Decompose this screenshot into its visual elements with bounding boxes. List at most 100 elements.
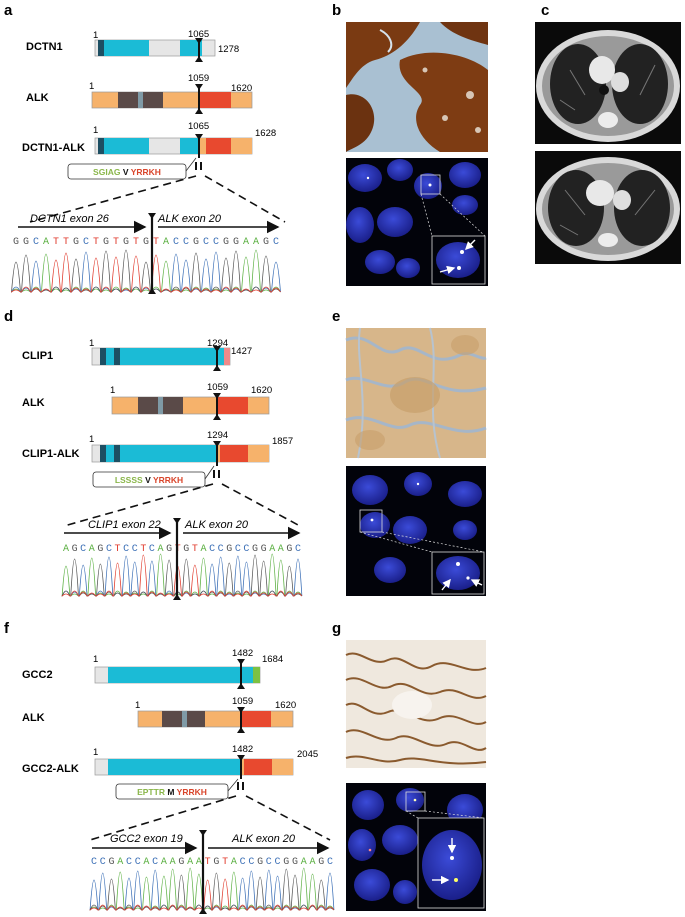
nucleotide-base: C (106, 544, 112, 555)
gene-end: 1628 (255, 128, 276, 139)
gene-start: 1 (93, 30, 98, 41)
nucleotide-base: G (257, 857, 263, 868)
nucleotide-base: G (143, 237, 149, 248)
chromatogram-trace (61, 553, 303, 597)
chromatogram-peak-trace (61, 554, 303, 597)
domain-bar-alk (91, 91, 253, 109)
gene-label-fusion: CLIP1-ALK (22, 448, 80, 460)
nucleotide-base: A (63, 544, 69, 555)
nucleotide-base: G (292, 857, 298, 868)
exon-right-label: ALK exon 20 (157, 213, 222, 225)
gene-start: 1 (89, 81, 94, 92)
nucleotide-base: C (149, 544, 155, 555)
gene-label-alk: ALK (22, 712, 45, 724)
nucleotide-base: C (273, 237, 279, 248)
nucleotide-base: G (183, 544, 189, 555)
breakpoint-number: 1294 (207, 430, 228, 441)
nucleotide-base: C (80, 544, 86, 555)
nucleotide-base: A (143, 857, 149, 868)
nucleotide-base: T (222, 857, 228, 868)
panel-g: g (332, 620, 487, 911)
domain-bar-alk (111, 396, 270, 415)
gene-label-fusion: DCTN1-ALK (22, 142, 85, 154)
nucleotide-base: C (132, 544, 138, 555)
gene-start: 1 (135, 700, 140, 711)
nucleotide-base: A (243, 237, 249, 248)
junction-box (115, 783, 229, 800)
nucleotide-base: A (301, 857, 307, 868)
domain-bar-clip1 (91, 347, 231, 366)
domain-bar-fusion (94, 137, 253, 155)
panel-letter-a: a (4, 2, 13, 19)
nucleotide-base: T (115, 544, 121, 555)
chromatogram-peak-trace (61, 554, 303, 597)
gene-end: 1427 (231, 346, 252, 357)
nucleotide-base: C (213, 237, 219, 248)
junction-marker (173, 518, 181, 600)
nucleotide-base: C (91, 857, 97, 868)
nucleotide-base: G (283, 857, 289, 868)
nucleotide-base: T (153, 237, 159, 248)
gene-label-alk: ALK (26, 92, 49, 104)
breakpoint-number: 1482 (232, 648, 253, 659)
gene-label-clip1: CLIP1 (22, 350, 53, 362)
nucleotide-base: G (23, 237, 29, 248)
panel-d: d CLIP1 1 1294 1427 ALK 1 1059 1620 (4, 308, 303, 600)
chromatogram-trace (89, 867, 335, 911)
nucleotide-base: A (253, 237, 259, 248)
chromatogram-peak-trace (89, 868, 335, 911)
breakpoint-marker (195, 134, 203, 158)
breakpoint-number: 1065 (188, 29, 209, 40)
panel-letter-e: e (332, 308, 340, 325)
panel-a: a DCTN1 1 1065 1278 ALK 1 1059 1620 (4, 2, 286, 294)
nucleotide-base: G (193, 237, 199, 248)
exon-left-label: DCTN1 exon 26 (30, 213, 110, 225)
nucleotide-base: C (100, 857, 106, 868)
panel-letter-g: g (332, 620, 341, 637)
panel-letter-b: b (332, 2, 341, 19)
gene-start: 1 (93, 654, 98, 665)
breakpoint-marker (237, 755, 245, 779)
chromatogram-peak-trace (11, 249, 281, 293)
gene-label-gcc2: GCC2 (22, 669, 53, 681)
gene-start: 1 (93, 747, 98, 758)
nucleotide-base: T (140, 544, 146, 555)
nucleotide-base: C (135, 857, 141, 868)
nucleotide-base: T (93, 237, 99, 248)
nucleotide-base: T (205, 857, 211, 868)
nucleotide-base: C (152, 857, 158, 868)
nucleotide-base: C (235, 544, 241, 555)
gene-label-dctn1: DCTN1 (26, 41, 63, 53)
gene-end: 1684 (262, 654, 283, 665)
codon-ticks (213, 470, 220, 478)
panel-c: c (535, 2, 681, 264)
fish-image-g (346, 783, 486, 911)
nucleotide-base: C (275, 857, 281, 868)
nucleotide-base: C (327, 857, 333, 868)
nucleotide-base: C (209, 544, 215, 555)
exon-right-label: ALK exon 20 (231, 833, 296, 845)
gene-start: 1 (110, 385, 115, 396)
nucleotide-base: A (231, 857, 237, 868)
nucleotide-base: C (295, 544, 301, 555)
nucleotide-base: G (73, 237, 79, 248)
codon-ticks (237, 782, 244, 790)
nucleotide-base: C (248, 857, 254, 868)
exon-left-label: CLIP1 exon 22 (88, 519, 161, 531)
nucleotide-base: G (261, 544, 267, 555)
breakpoint-marker (237, 659, 245, 689)
nucleotide-base: C (33, 237, 39, 248)
nucleotide-base: C (203, 237, 209, 248)
nucleotide-base: G (252, 544, 258, 555)
gene-start: 1 (89, 434, 94, 445)
gene-end: 1278 (218, 44, 239, 55)
nucleotide-base: C (266, 857, 272, 868)
gene-end: 1620 (231, 83, 252, 94)
nucleotide-base: G (108, 857, 114, 868)
nucleotide-base: A (278, 544, 284, 555)
panel-b: b (332, 2, 488, 286)
panel-letter-f: f (4, 620, 10, 637)
ihc-image-e (345, 327, 487, 459)
nucleotide-sequence: AGCAGCTCCTCAGTGTACCGCCGGAAGC (63, 544, 301, 555)
